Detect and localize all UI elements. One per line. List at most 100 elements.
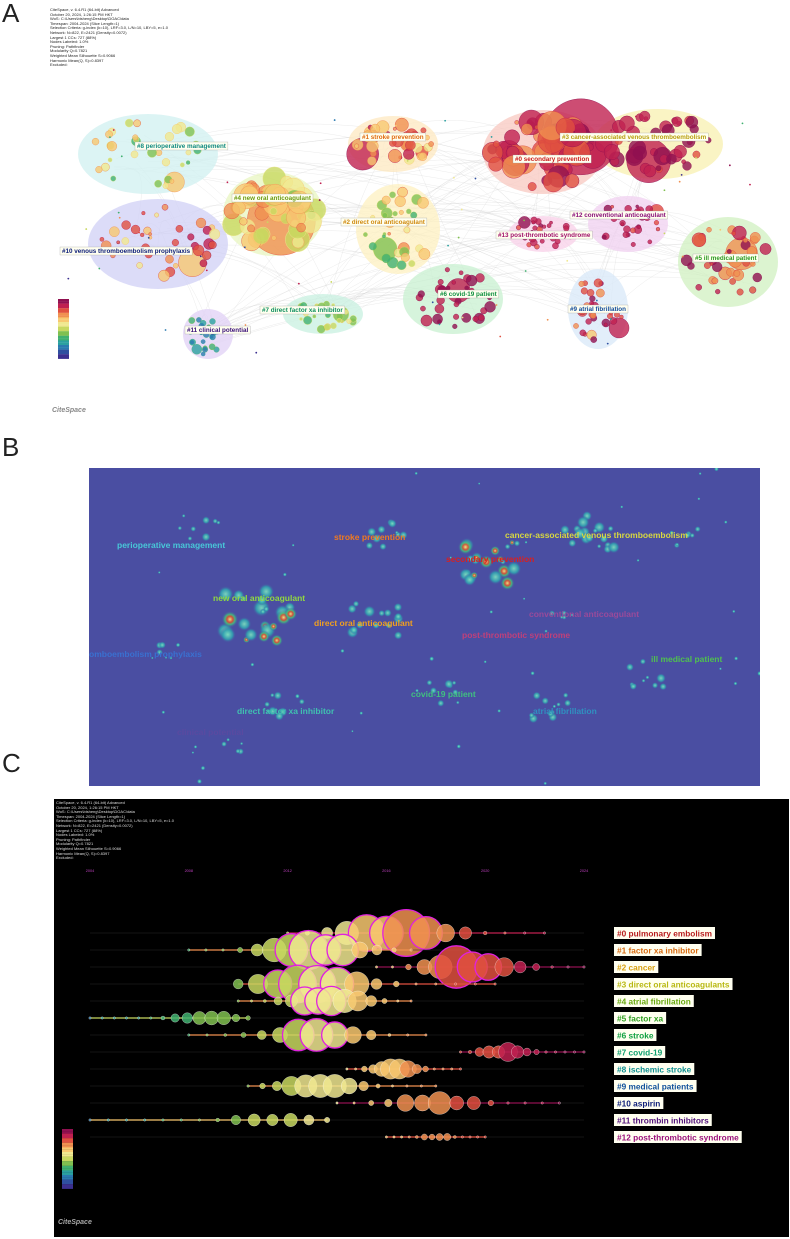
- timeline-cluster-label-box: [614, 1063, 695, 1075]
- density-blob: [196, 778, 203, 784]
- citation-node: [389, 191, 397, 199]
- density-hotspot: [673, 526, 701, 549]
- density-blob: [175, 642, 181, 648]
- density-blob: [355, 620, 364, 629]
- cluster-label: #3 cancer-associated venous thromboembol…: [559, 132, 709, 142]
- citation-node: [585, 318, 592, 325]
- density-blob: [559, 524, 570, 535]
- citation-node: [444, 119, 447, 122]
- timeline-node: [405, 963, 412, 971]
- timeline-node: [204, 948, 208, 952]
- density-blob: [201, 532, 211, 542]
- cluster-label-box: [134, 141, 229, 151]
- timeline-node: [106, 1118, 110, 1122]
- cluster-label-box: [567, 304, 629, 314]
- timeline-node: [125, 1118, 128, 1122]
- timeline-node: [391, 1084, 394, 1088]
- timeline-node: [204, 1010, 219, 1026]
- citation-node: [437, 279, 444, 285]
- timeline-node: [170, 1013, 180, 1023]
- citation-node: [523, 219, 525, 222]
- density-blob: [201, 516, 211, 525]
- citation-node: [666, 153, 677, 165]
- timeline-node: [365, 995, 377, 1007]
- timeline-node: [112, 1016, 116, 1020]
- timeline-node: [358, 1081, 369, 1091]
- density-blob: [651, 682, 659, 689]
- density-blob: [544, 629, 548, 633]
- citation-node: [460, 208, 463, 211]
- density-blob: [235, 748, 241, 754]
- citation-node: [271, 235, 277, 241]
- citation-node: [465, 274, 478, 287]
- timeline-year-tick: 2020: [481, 869, 489, 873]
- citation-node: [488, 156, 504, 172]
- citation-node: [719, 228, 722, 231]
- timeline-node: [533, 1049, 540, 1055]
- density-blob: [477, 482, 481, 485]
- year-color-legend: [62, 1129, 73, 1189]
- density-blob: [456, 744, 462, 749]
- cluster-label-text: #4 new oral anticoagulant: [234, 195, 312, 202]
- timeline-node: [335, 1101, 339, 1105]
- citation-node: [302, 216, 305, 218]
- density-blob: [596, 544, 602, 549]
- timeline-cluster-label-text: #12 post-thrombotic syndrome: [617, 1133, 739, 1143]
- legend-swatch: [62, 1170, 73, 1173]
- legend-swatch: [58, 308, 69, 311]
- citation-node: [158, 269, 170, 282]
- timeline-node: [407, 1135, 411, 1139]
- citation-node: [243, 246, 246, 249]
- timeline-node: [320, 1021, 349, 1049]
- citation-node: [381, 212, 388, 219]
- citation-node: [418, 152, 428, 161]
- citation-node: [297, 282, 300, 285]
- density-blob: [547, 710, 555, 718]
- citation-node: [603, 322, 608, 327]
- panel-c-timeline-graph: 2004 2008 2012 2016 2020 2024 #0 pulmonary emb…: [58, 869, 742, 1226]
- density-blob: [500, 559, 506, 565]
- citation-node: [750, 261, 756, 267]
- citation-node: [619, 115, 635, 132]
- timeline-node: [436, 923, 455, 943]
- timeline-node: [257, 1030, 267, 1040]
- density-blob: [191, 751, 195, 754]
- citation-node: [164, 132, 175, 142]
- citation-node: [490, 136, 493, 138]
- density-hotspot: [528, 691, 572, 724]
- timeline-node: [391, 947, 397, 953]
- timeline-node: [245, 1015, 251, 1021]
- citation-node: [330, 281, 333, 283]
- citation-node: [239, 217, 248, 226]
- density-blob: [641, 678, 646, 683]
- citation-node: [452, 323, 458, 329]
- panel-a-cluster-network: CiteSpace, v. 6.4.R1 (64-bit) Advanced Oc…: [48, 4, 788, 416]
- timeline-node: [345, 1067, 349, 1071]
- citation-node: [549, 220, 553, 225]
- citation-node: [711, 277, 719, 285]
- legend-swatch: [58, 349, 69, 352]
- density-blob: [221, 610, 239, 628]
- timeline-cluster-label-box: [614, 1012, 667, 1024]
- citation-node: [392, 211, 398, 217]
- citation-node: [400, 252, 410, 262]
- citation-node: [680, 173, 683, 176]
- citation-node: [195, 217, 207, 229]
- citation-node: [209, 228, 221, 240]
- timeline-node: [215, 1118, 220, 1122]
- density-blob: [675, 542, 679, 547]
- citation-node: [437, 319, 442, 325]
- citation-node: [451, 280, 456, 285]
- density-blob: [365, 541, 374, 550]
- citation-node: [121, 220, 131, 230]
- density-blob: [487, 569, 504, 585]
- citation-node: [447, 244, 449, 247]
- citation-node: [367, 156, 377, 166]
- legend-swatch: [58, 315, 69, 318]
- timeline-node: [396, 999, 400, 1003]
- density-hotspot: [151, 641, 173, 660]
- density-cluster-label: stroke prevention: [334, 532, 405, 542]
- timeline-node: [415, 1135, 419, 1139]
- timeline-node: [393, 980, 400, 988]
- citation-node: [431, 301, 434, 304]
